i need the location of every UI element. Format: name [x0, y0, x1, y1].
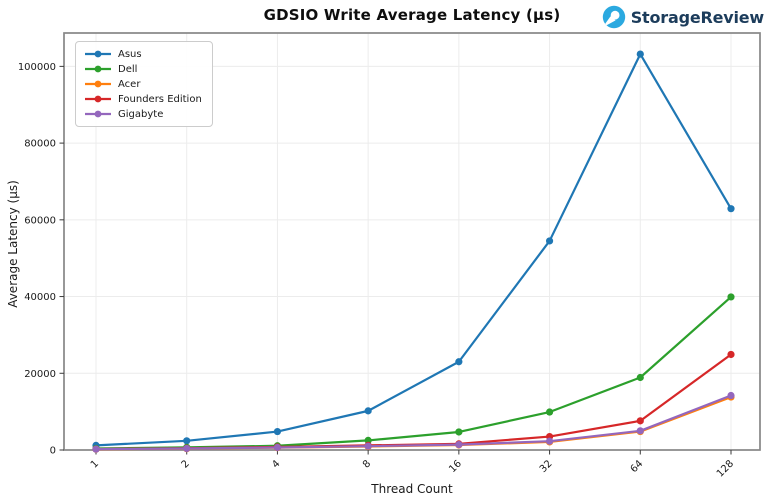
x-tick-labels: 1 2 4 8 16 32 64 128	[89, 458, 736, 479]
svg-text:2: 2	[180, 458, 192, 470]
series-line-asus	[94, 52, 733, 447]
series-line-dell	[94, 295, 733, 450]
series-gigabyte	[92, 391, 735, 453]
legend-label: Gigabyte	[118, 108, 164, 120]
point-dell-64	[636, 373, 644, 382]
legend-label: Asus	[118, 48, 142, 60]
svg-text:8: 8	[361, 458, 373, 470]
point-dell-128	[727, 293, 735, 301]
legend-item-asus: Asus	[85, 48, 202, 60]
legend-item-gigabyte: Gigabyte	[85, 108, 202, 120]
point-dell-16	[455, 428, 463, 436]
legend-item-founders-edition: Founders Edition	[85, 93, 202, 105]
svg-text:64: 64	[629, 458, 646, 475]
point-gigabyte-32	[545, 437, 554, 445]
storagereview-wordmark: StorageReview	[630, 7, 764, 27]
series-asus	[92, 50, 735, 449]
svg-text:100000: 100000	[18, 62, 56, 73]
svg-text:80000: 80000	[24, 139, 56, 150]
legend-marker-founders-edition	[85, 95, 111, 103]
legend-marker-asus	[85, 50, 111, 58]
point-gigabyte-8	[364, 442, 372, 450]
point-gigabyte-2	[183, 444, 191, 453]
legend-marker-gigabyte	[85, 110, 111, 118]
point-dell-8	[364, 436, 372, 445]
chart-legend: Asus Dell Acer Founders Edition Gigabyte	[75, 41, 213, 127]
storagereview-mark-icon	[602, 5, 625, 29]
plot-border	[63, 32, 761, 451]
point-founders-edition-64	[636, 417, 644, 425]
svg-text:40000: 40000	[24, 292, 56, 303]
x-axis-label: Thread Count	[371, 482, 453, 496]
y-tick-labels: 0 20000 40000 60000 80000 100000	[18, 62, 56, 457]
svg-text:16: 16	[447, 458, 464, 475]
series-line-gigabyte	[94, 394, 733, 451]
point-asus-64	[636, 50, 644, 58]
chart-title: GDSIO Write Average Latency (μs)	[263, 6, 561, 24]
point-asus-128	[727, 205, 735, 213]
point-gigabyte-128	[727, 391, 735, 400]
point-asus-4	[273, 427, 282, 436]
legend-marker-acer	[85, 80, 111, 88]
point-gigabyte-4	[273, 443, 282, 452]
point-asus-32	[545, 237, 554, 245]
point-asus-16	[455, 358, 463, 366]
series-line-founders-edition	[94, 353, 733, 451]
point-founders-edition-128	[727, 350, 735, 359]
legend-item-dell: Dell	[85, 63, 202, 75]
y-axis-label: Average Latency (μs)	[6, 180, 20, 308]
svg-text:0: 0	[50, 446, 56, 457]
legend-label: Acer	[118, 78, 141, 90]
point-gigabyte-64	[636, 427, 644, 435]
legend-item-acer: Acer	[85, 78, 202, 90]
svg-text:20000: 20000	[24, 369, 56, 380]
legend-marker-dell	[85, 65, 111, 73]
svg-text:4: 4	[270, 458, 282, 470]
point-gigabyte-16	[455, 441, 463, 449]
point-asus-8	[364, 407, 372, 415]
svg-text:1: 1	[89, 458, 101, 470]
point-asus-2	[183, 437, 191, 445]
point-gigabyte-1	[92, 445, 100, 453]
legend-label: Dell	[118, 63, 138, 75]
svg-text:60000: 60000	[24, 215, 56, 226]
storagereview-logo: StorageReview	[602, 5, 764, 29]
svg-text:128: 128	[715, 458, 736, 479]
legend-label: Founders Edition	[118, 93, 202, 105]
svg-text:32: 32	[538, 458, 555, 475]
series-founders-edition	[92, 350, 735, 453]
point-dell-32	[545, 408, 554, 416]
